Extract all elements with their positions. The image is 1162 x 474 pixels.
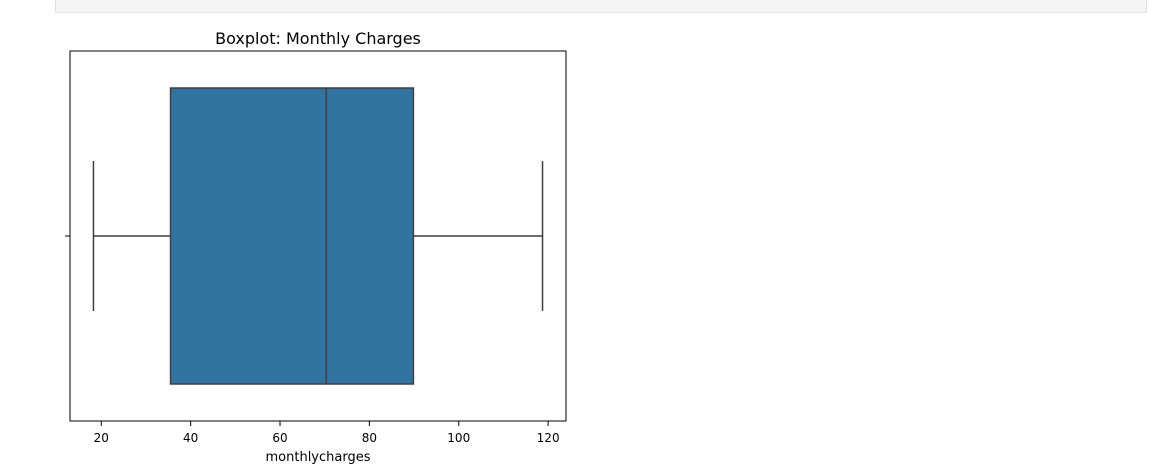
previous-cell-output (55, 0, 1147, 13)
x-tick-label: 80 (362, 431, 377, 445)
x-tick-label: 120 (537, 431, 560, 445)
iqr-box (169, 87, 415, 385)
x-tick-label: 100 (447, 431, 470, 445)
x-axis-label: monthlycharges (266, 450, 371, 465)
plot-area: 20 40 60 80 100 120 (65, 50, 567, 445)
x-tick-label: 60 (272, 431, 287, 445)
x-tick-label: 20 (94, 431, 109, 445)
chart-title: Boxplot: Monthly Charges (215, 29, 421, 48)
x-tick-label: 40 (183, 431, 198, 445)
